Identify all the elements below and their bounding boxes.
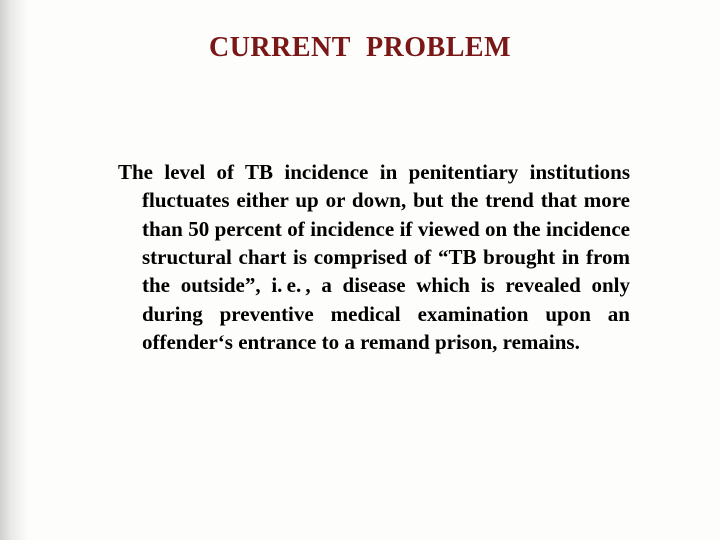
left-edge-shadow	[0, 0, 28, 540]
slide-body-paragraph: The level of TB incidence in penitentiar…	[118, 158, 630, 356]
slide: CURRENT PROBLEM The level of TB incidenc…	[0, 0, 720, 540]
slide-title: CURRENT PROBLEM	[0, 32, 720, 64]
